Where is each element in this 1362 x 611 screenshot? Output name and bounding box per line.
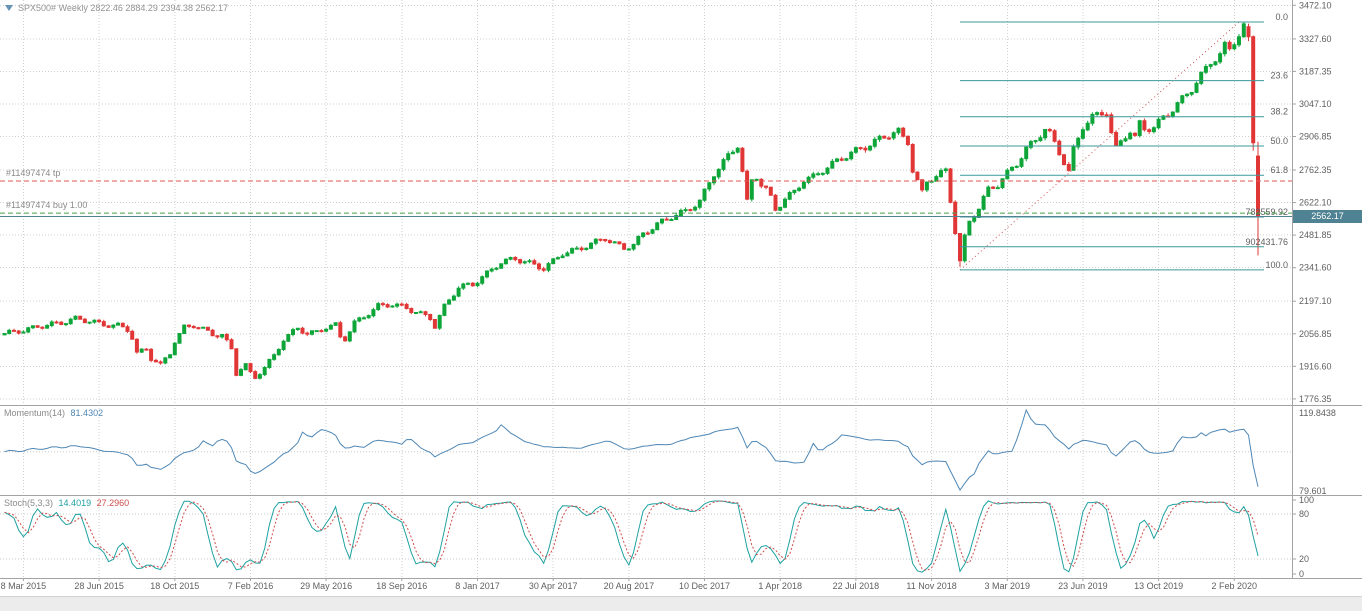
date-axis-label: 10 Dec 2017	[679, 581, 730, 591]
date-axis-label: 8 Jan 2017	[455, 581, 500, 591]
fib-level-label: 61.8	[1270, 165, 1288, 175]
date-axis-label: 11 Nov 2018	[906, 581, 956, 591]
stochastic-main-value: 14.4019	[58, 498, 92, 508]
grid-vertical-lines	[22, 0, 1235, 578]
stoch-tick-label: 100	[1299, 495, 1314, 505]
date-axis-label: 18 Oct 2015	[150, 581, 199, 591]
fib-level-label: 902431.76	[1245, 237, 1288, 247]
price-tick-label: 3187.35	[1299, 66, 1332, 76]
indicator-panes	[0, 408, 1292, 573]
grid	[0, 0, 1292, 578]
momentum-tick-label: 79.601	[1299, 486, 1327, 496]
date-axis-label: 29 May 2016	[300, 581, 352, 591]
date-axis-label: 20 Aug 2017	[604, 581, 655, 591]
stoch-tick-label: 20	[1299, 554, 1309, 564]
price-tick-label: 2481.85	[1299, 230, 1332, 240]
fib-level-label: 23.6	[1270, 71, 1288, 81]
date-axis-label: 30 Apr 2017	[529, 581, 578, 591]
trade-lines[interactable]	[0, 180, 1292, 217]
stoch-tick-label: 80	[1299, 509, 1309, 519]
separators	[0, 0, 1362, 579]
price-tick-label: 2762.35	[1299, 165, 1332, 175]
fib-level-label: 782559.92	[1245, 207, 1288, 217]
date-axis-label: 3 Mar 2019	[985, 581, 1031, 591]
bottom-strip	[0, 596, 1362, 611]
fib-level-label: 100.0	[1265, 260, 1288, 270]
date-axis-label: 8 Mar 2015	[1, 581, 47, 591]
price-tick-label: 3047.10	[1299, 99, 1332, 109]
current-price-tag: 2562.17	[1293, 210, 1362, 223]
stoch-signal-line	[4, 500, 1259, 572]
price-tick-label: 2056.85	[1299, 329, 1332, 339]
stoch-main-line	[4, 500, 1259, 573]
fib-level-label: 50.0	[1270, 136, 1288, 146]
buy-position-label: #11497474 buy 1.00	[6, 200, 88, 211]
date-axis-label: 1 Apr 2018	[758, 581, 802, 591]
date-axis-label: 23 Jun 2019	[1058, 581, 1108, 591]
date-axis-label: 13 Oct 2019	[1134, 581, 1183, 591]
chart-shift-marker-icon	[5, 5, 13, 11]
stochastic-indicator-header: Stoch(5,3,3) 14.4019 27.2960	[4, 498, 132, 508]
momentum-tick-label: 119.8438	[1299, 408, 1336, 418]
momentum-indicator-header: Momentum(14) 81.4302	[4, 408, 106, 418]
stochastic-signal-value: 27.2960	[96, 498, 130, 508]
price-tick-label: 1916.60	[1299, 361, 1332, 371]
candles-down	[12, 23, 1260, 380]
fib-level-label: 38.2	[1270, 107, 1288, 117]
date-axis-label: 18 Sep 2016	[376, 581, 427, 591]
candles-up	[2, 22, 1246, 380]
candles	[2, 22, 1260, 380]
symbol-ohlc-label: SPX500# Weekly 2822.46 2884.29 2394.38 2…	[18, 3, 229, 13]
momentum-value: 81.4302	[70, 408, 104, 418]
price-tick-label: 3472.10	[1299, 0, 1332, 10]
price-tick-label: 2341.60	[1299, 263, 1332, 273]
fib-level-label: 0.0	[1275, 12, 1288, 22]
stoch-tick-label: 0	[1299, 569, 1304, 579]
axis-labels: 3472.10 3327.60 3187.35 3047.10 2906.85 2762.…	[1, 0, 1336, 591]
date-axis-label: 22 Jul 2018	[833, 581, 880, 591]
symbol-header: SPX500# Weekly 2822.46 2884.29 2394.38 2…	[5, 3, 228, 13]
date-axis-label: 2 Feb 2020	[1212, 581, 1258, 591]
date-axis-label: 7 Feb 2016	[228, 581, 274, 591]
price-tick-label: 1776.35	[1299, 394, 1332, 404]
momentum-label: Momentum(14)	[4, 408, 66, 418]
stochastic-label: Stoch(5,3,3)	[4, 498, 54, 508]
price-tick-label: 3327.60	[1299, 34, 1332, 44]
price-tick-label: 2622.10	[1299, 198, 1332, 208]
price-tick-label: 2197.10	[1299, 296, 1332, 306]
price-tick-label: 2906.85	[1299, 132, 1332, 142]
date-axis-label: 28 Jun 2015	[74, 581, 124, 591]
momentum-line	[4, 408, 1259, 491]
grid-horizontal-lines	[0, 4, 1292, 400]
take-profit-label: #11497474 tp	[6, 168, 61, 179]
